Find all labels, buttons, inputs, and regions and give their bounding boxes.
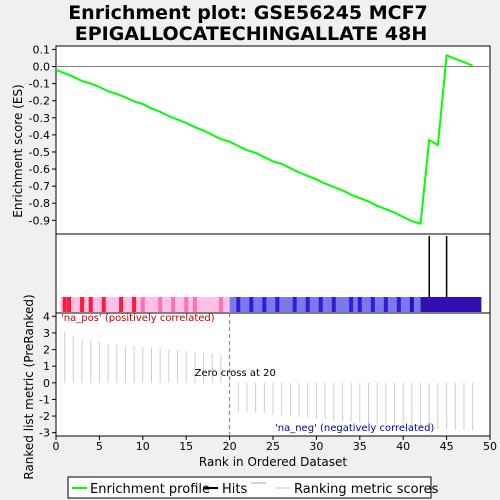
color-bar-tail-segment [420, 297, 482, 312]
ranking-metric-bars [64, 332, 474, 431]
ranking-panel [55, 312, 491, 437]
x-tick-label: 25 [266, 440, 280, 453]
enrichment-panel [55, 45, 491, 235]
x-tick-label: 10 [136, 440, 150, 453]
es-y-tick-label: -0.1 [29, 78, 50, 91]
x-tick-label: 50 [483, 440, 497, 453]
es-y-axis-ticks: 0.1 0.0 -0.1 -0.2 -0.3 -0.4 -0.5 -0.6 -0.7 -0.8 -0… [29, 43, 56, 227]
chart-title-line-2: EPIGALLOCATECHINGALLATE 48H [75, 23, 428, 45]
x-tick-label: 40 [396, 440, 410, 453]
x-axis-label: Rank in Ordered Dataset [199, 455, 347, 469]
es-y-tick-label: -0.2 [29, 95, 50, 108]
color-bar-negative-segment [229, 297, 482, 312]
hits-lines [428, 236, 448, 297]
ranking-y-axis-ticks: 4 3 2 1 0 -1 -2 -3 [39, 310, 56, 440]
color-bar-negative-mark [357, 297, 362, 312]
x-tick-label: 20 [223, 440, 237, 453]
color-bar-positive-mark [140, 297, 145, 312]
color-bar-positive-mark [119, 297, 124, 312]
color-bar-positive-mark [88, 297, 93, 312]
ranking-y-tick-label: -2 [39, 410, 50, 423]
es-y-tick-label: -0.4 [29, 129, 50, 142]
zero-cross-label: Zero cross at 20 [195, 368, 276, 379]
legend: Enrichment profile Hits Ranking metric s… [67, 476, 439, 499]
color-bar-positive-mark [132, 297, 137, 312]
legend-label-hits: Hits [222, 482, 247, 497]
ranking-y-tick-label: 3 [43, 327, 50, 340]
color-bar-positive-mark [158, 297, 163, 312]
ranking-y-tick-label: 4 [43, 310, 50, 323]
ranking-color-bar [60, 297, 482, 312]
ranking-y-tick-label: 2 [43, 344, 50, 357]
color-bar-negative-mark [236, 297, 241, 312]
x-tick-label: 30 [309, 440, 323, 453]
color-bar-positive-mark [192, 297, 197, 312]
es-y-tick-label: -0.9 [29, 214, 50, 227]
color-bar-negative-mark [292, 297, 297, 312]
legend-label-ranking: Ranking metric scores [294, 482, 439, 497]
color-bar-negative-mark [331, 297, 336, 312]
color-bar-negative-mark [318, 297, 323, 312]
color-bar-positive-mark [171, 297, 176, 312]
es-y-tick-label: -0.5 [29, 146, 50, 159]
es-y-tick-label: -0.7 [29, 180, 50, 193]
color-bar-negative-mark [396, 297, 401, 312]
color-bar-negative-mark [383, 297, 388, 312]
positive-correlation-label: 'na_pos' (positively correlated) [61, 313, 215, 324]
x-tick-label: 0 [53, 440, 60, 453]
color-bar-positive-mark [184, 297, 189, 312]
color-bar-negative-mark [349, 297, 354, 312]
ranking-y-tick-label: 1 [43, 360, 50, 373]
ranking-y-tick-label: -1 [39, 393, 50, 406]
ranking-y-tick-label: 0 [43, 377, 50, 390]
legend-label-enrichment: Enrichment profile [90, 482, 210, 497]
color-bar-negative-mark [262, 297, 267, 312]
ranking-y-axis-label: Ranked list metric (PreRanked) [22, 294, 36, 479]
es-y-axis-label: Enrichment score (ES) [11, 84, 25, 217]
color-bar-negative-mark [305, 297, 310, 312]
color-bar-positive-mark [67, 297, 72, 312]
color-bar-negative-mark [275, 297, 280, 312]
enrichment-profile-line [55, 53, 473, 225]
ranking-y-tick-label: -3 [39, 427, 50, 440]
x-tick-label: 15 [179, 440, 193, 453]
x-axis-ticks: 0 5 10 15 20 25 30 35 40 45 50 [53, 436, 497, 453]
color-bar-positive-segment [60, 297, 230, 312]
color-bar-positive-mark [101, 297, 106, 312]
color-bar-negative-mark [370, 297, 375, 312]
color-bar-positive-mark [218, 297, 223, 312]
x-tick-label: 45 [440, 440, 454, 453]
es-y-tick-label: 0.1 [33, 43, 51, 56]
es-y-tick-label: 0.0 [33, 61, 51, 74]
es-y-tick-label: -0.6 [29, 163, 50, 176]
negative-correlation-label: 'na_neg' (negatively correlated) [275, 423, 434, 434]
x-tick-label: 35 [353, 440, 367, 453]
x-tick-label: 5 [96, 440, 103, 453]
color-bar-negative-mark [249, 297, 254, 312]
color-bar-positive-mark [80, 297, 85, 312]
legend-box [67, 476, 432, 499]
color-bar-positive-mark [62, 297, 67, 312]
color-bar-negative-mark [409, 297, 414, 312]
es-y-tick-label: -0.3 [29, 112, 50, 125]
es-y-tick-label: -0.8 [29, 197, 50, 210]
chart-title-line-1: Enrichment plot: GSE56245 MCF7 [68, 2, 428, 24]
